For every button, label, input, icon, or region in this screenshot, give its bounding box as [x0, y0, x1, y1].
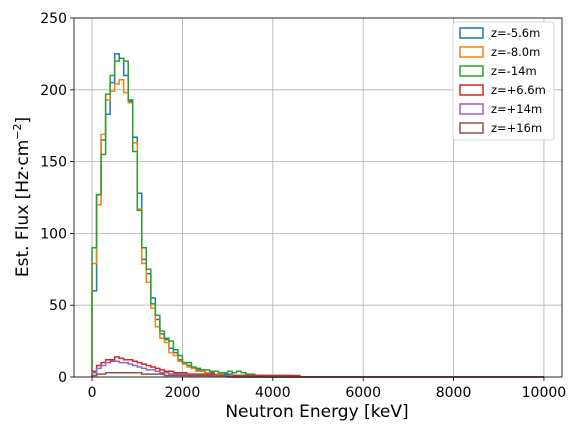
y-axis-label-main: Est. Flux [Hz·cm [13, 140, 33, 277]
y-tick-label: 200 [40, 83, 67, 99]
legend-swatch-z-16m [459, 122, 484, 134]
legend-label-z-14m: z=+14m [491, 102, 542, 116]
y-tick-label: 50 [49, 298, 67, 314]
legend-box [452, 21, 555, 141]
legend-label-z-16m: z=+16m [491, 121, 542, 135]
legend-label-z-8-0m: z=-8.0m [491, 45, 540, 59]
x-tick-label: 0 [88, 385, 97, 401]
legend-label-z-6-6m: z=+6.6m [491, 83, 546, 97]
legend-label-z-5-6m: z=-5.6m [491, 26, 540, 40]
y-axis-label: Est. Flux [Hz·cm−2] [11, 117, 33, 277]
y-tick-label: 150 [40, 155, 67, 171]
y-tick-label: 0 [58, 370, 67, 386]
y-tick-label: 250 [40, 11, 67, 27]
x-tick-label: 4000 [255, 385, 291, 401]
legend: z=-5.6m z=-8.0m z=-14m z=+6.6m z=+14m z=+16m [452, 21, 555, 141]
legend-swatch-z-14m [459, 65, 484, 77]
legend-swatch-z-14m [459, 103, 484, 115]
y-axis-label-superscript: −2 [11, 123, 24, 139]
y-axis-label-end: ] [13, 117, 33, 124]
x-tick-label: 10000 [522, 385, 567, 401]
y-axis-ticks: 0 50 100 150 200 250 [40, 11, 74, 386]
x-tick-label: 6000 [345, 385, 381, 401]
x-axis-ticks: 0 2000 4000 6000 8000 10000 [88, 377, 567, 401]
x-axis-label: Neutron Energy [keV] [225, 402, 408, 422]
x-tick-label: 2000 [165, 385, 201, 401]
legend-label-z-14m: z=-14m [491, 64, 537, 78]
plot-frame [73, 17, 563, 378]
legend-swatch-z-5-6m [459, 27, 484, 39]
legend-swatch-z-6-6m [459, 84, 484, 96]
legend-swatch-z-8-0m [459, 46, 484, 58]
y-tick-label: 100 [40, 226, 67, 242]
x-tick-label: 8000 [436, 385, 472, 401]
